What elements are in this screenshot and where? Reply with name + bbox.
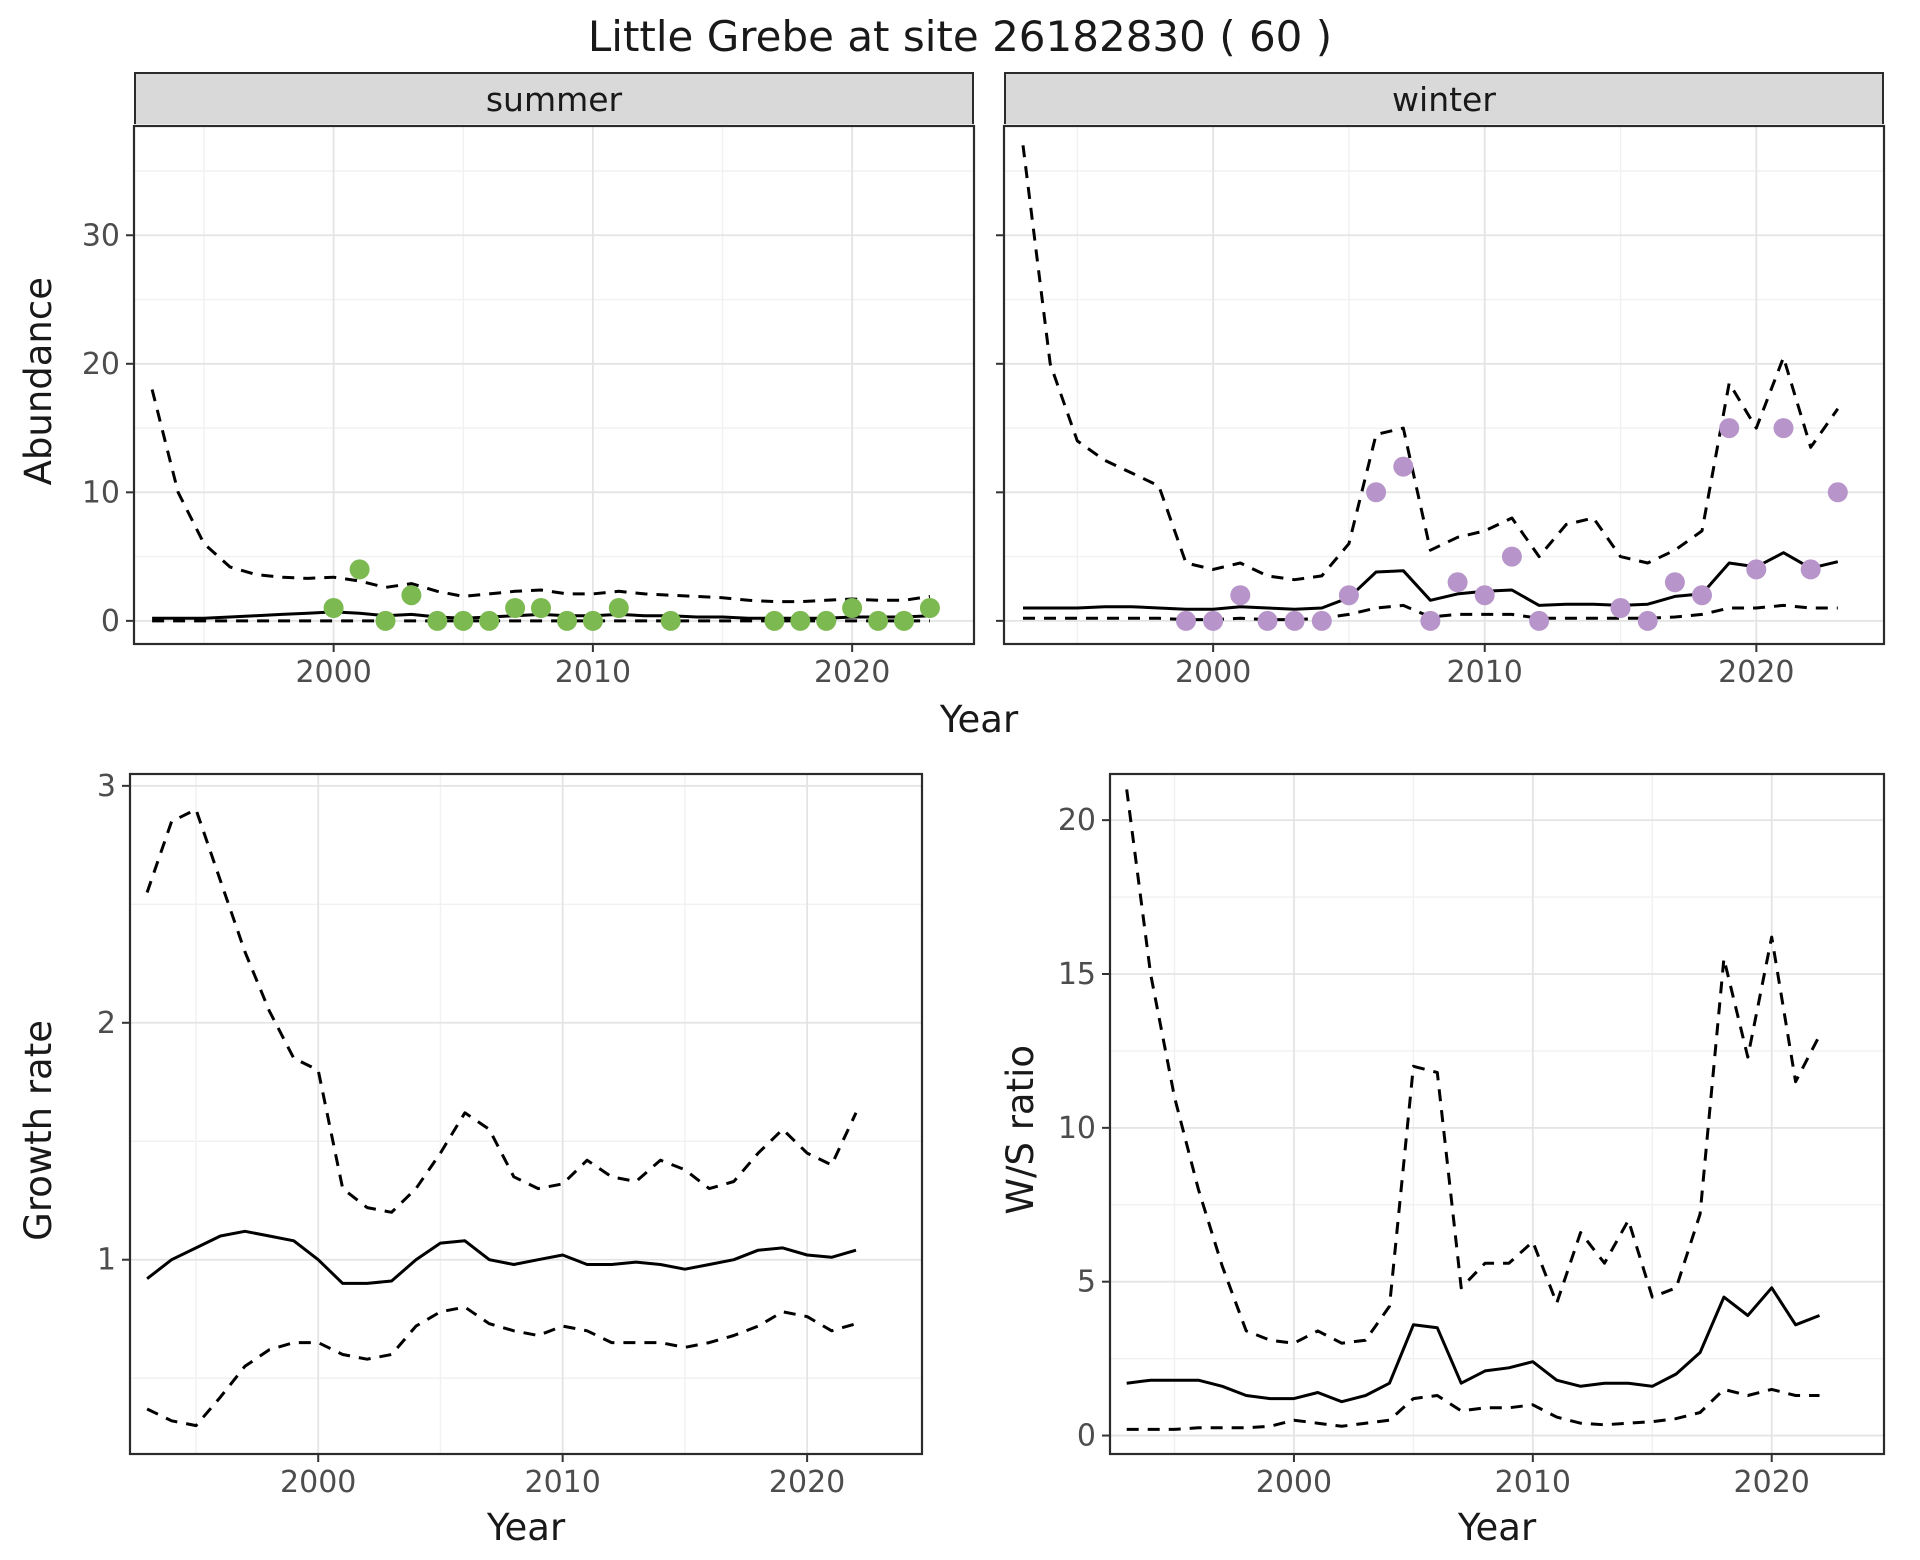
ws-ratio-y-axis-title-container: W/S ratio: [994, 760, 1046, 1500]
svg-text:2000: 2000: [1175, 655, 1251, 690]
ws-ratio-figure: W/S ratio 2000 2010 2020 0 5 10 15 20 Year: [994, 760, 1896, 1554]
ws-ratio-x-axis-title: Year: [1457, 1506, 1537, 1549]
facet-strip-winter: winter: [1004, 72, 1884, 124]
svg-text:2010: 2010: [1447, 655, 1523, 690]
ws-ratio-chart: 2000 2010 2020 0 5 10 15 20: [1058, 772, 1886, 1500]
ws-ratio-y-axis-title: W/S ratio: [998, 1045, 1042, 1215]
abundance-y-axis-title-container: Abundance: [12, 72, 64, 690]
summer-abundance-chart: 2000 2010 2020 0 10 20 30: [82, 124, 976, 690]
svg-text:10: 10: [82, 475, 120, 510]
svg-text:15: 15: [1058, 957, 1096, 992]
facet-strip-winter-label: winter: [1392, 79, 1496, 119]
svg-text:0: 0: [101, 604, 120, 639]
abundance-panels: summer 2000 2010 2020 0 10 20 30 winter 2000 20…: [64, 72, 1894, 690]
svg-text:2020: 2020: [1718, 655, 1794, 690]
growth-rate-y-axis-title-container: Growth rate: [12, 760, 64, 1500]
svg-text:2000: 2000: [280, 1465, 356, 1500]
facet-strip-summer: summer: [134, 72, 974, 124]
growth-rate-chart: 2000 2010 2020 1 2 3: [97, 769, 924, 1500]
svg-text:2010: 2010: [524, 1465, 600, 1500]
svg-text:1: 1: [97, 1243, 116, 1278]
winter-facet: winter 2000 2010 2020: [982, 72, 1894, 690]
svg-text:2000: 2000: [295, 655, 371, 690]
svg-text:30: 30: [82, 218, 120, 253]
svg-text:10: 10: [1058, 1111, 1096, 1146]
svg-text:2010: 2010: [555, 655, 631, 690]
facet-strip-summer-label: summer: [485, 79, 623, 119]
bottom-figures: Growth rate 2000 2010 2020 1 2 3 Year W/S rat…: [0, 744, 1920, 1554]
growth-rate-figure: Growth rate 2000 2010 2020 1 2 3 Year: [12, 760, 934, 1554]
svg-text:2000: 2000: [1256, 1465, 1332, 1500]
svg-text:3: 3: [97, 769, 116, 804]
abundance-figure: Abundance summer 2000 2010 2020 0 10 20 30 win…: [0, 66, 1920, 690]
svg-text:2010: 2010: [1495, 1465, 1571, 1500]
figure-title: Little Grebe at site 26182830 ( 60 ): [587, 12, 1333, 61]
abundance-x-axis-title: Year: [939, 698, 1019, 741]
svg-text:20: 20: [82, 347, 120, 382]
growth-rate-x-axis-title: Year: [486, 1506, 566, 1549]
svg-text:2020: 2020: [769, 1465, 845, 1500]
abundance-y-axis-title: Abundance: [16, 276, 60, 486]
svg-text:0: 0: [1077, 1419, 1096, 1454]
summer-facet: summer 2000 2010 2020 0 10 20 30: [64, 72, 982, 690]
growth-rate-y-axis-title: Growth rate: [16, 1019, 60, 1241]
svg-text:5: 5: [1077, 1265, 1096, 1300]
svg-text:2020: 2020: [814, 655, 890, 690]
svg-text:20: 20: [1058, 803, 1096, 838]
svg-text:2020: 2020: [1734, 1465, 1810, 1500]
svg-text:2: 2: [97, 1006, 116, 1041]
winter-abundance-chart: 2000 2010 2020: [996, 124, 1886, 690]
